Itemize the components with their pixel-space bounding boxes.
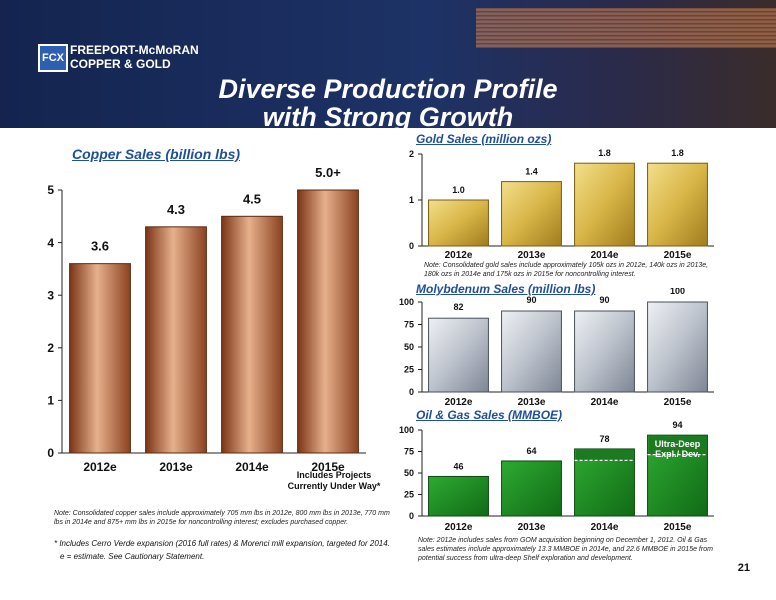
copper-category-label: 2015e xyxy=(311,460,345,474)
gold-data-label: 1.8 xyxy=(671,148,684,158)
company-name-line2: COPPER & GOLD xyxy=(70,57,171,71)
copper-2015-sublabel: Includes Projects Currently Under Way* xyxy=(287,470,381,491)
moly-bar xyxy=(574,310,635,393)
oilgas-chart-title: Oil & Gas Sales (MMBOE) xyxy=(416,408,563,422)
copper-data-label: 4.5 xyxy=(243,191,261,206)
moly-chart-title: Molybdenum Sales (million lbs) xyxy=(416,282,596,296)
page-title-line2: with Strong Growth xyxy=(262,102,514,132)
gold-category-label: 2013e xyxy=(518,250,546,261)
gold-category-label: 2012e xyxy=(445,250,473,261)
copper-note: Note: Consolidated copper sales include … xyxy=(54,510,390,526)
gold-chart: 0 1 2 1.0 2012e 1.4 2013e 1.8 2014e 1.8 2015e xyxy=(409,148,714,261)
oilgas-y-tick-label: 50 xyxy=(404,468,414,478)
oilgas-category-label: 2014e xyxy=(591,522,619,533)
oilgas-segment-label: Expl./ Dev. xyxy=(655,449,700,459)
moly-data-label: 90 xyxy=(599,295,609,305)
gold-note: Note: Consolidated gold sales include ap… xyxy=(424,262,709,278)
copper-bar xyxy=(221,215,283,454)
gold-data-label: 1.0 xyxy=(452,185,465,195)
copper-category-label: 2014e xyxy=(235,460,269,474)
gold-y-tick-label: 0 xyxy=(409,241,414,251)
oilgas-y-tick-label: 0 xyxy=(409,511,414,521)
copper-y-tick-label: 1 xyxy=(47,394,54,408)
moly-y-tick-label: 0 xyxy=(409,387,414,397)
page-number: 21 xyxy=(737,562,750,574)
gold-data-label: 1.4 xyxy=(525,167,538,177)
molybdenum-chart: 0 25 50 75 100 82 2012e 90 2013e 90 2014e 100 2015e xyxy=(399,288,714,408)
gold-category-label: 2015e xyxy=(664,250,692,261)
gold-y-tick-label: 2 xyxy=(409,149,414,159)
oilgas-bar xyxy=(501,460,562,517)
copper-y-tick-label: 4 xyxy=(47,236,54,250)
copper-chart: 0 1 2 3 4 5 3.6 2012e 4.3 2013e 4.5 2014e 5.0+ 2015e xyxy=(47,165,366,474)
moly-category-label: 2013e xyxy=(518,397,546,408)
copper-data-label: 3.6 xyxy=(91,239,109,254)
oilgas-ultradeep-segment xyxy=(575,449,634,461)
moly-category-label: 2015e xyxy=(664,397,692,408)
copper-bar xyxy=(145,226,207,454)
moly-category-label: 2012e xyxy=(445,397,473,408)
gold-bar xyxy=(428,199,489,247)
gold-data-label: 1.8 xyxy=(598,148,611,158)
oilgas-note: Note: 2012e includes sales from GOM acqu… xyxy=(418,537,713,562)
copper-category-label: 2013e xyxy=(159,460,193,474)
gold-chart-title: Gold Sales (million ozs) xyxy=(416,132,552,146)
footnote-star: * Includes Cerro Verde expansion (2016 f… xyxy=(54,539,390,548)
oilgas-y-tick-label: 25 xyxy=(404,490,414,500)
oilgas-category-label: 2015e xyxy=(664,522,692,533)
gold-category-label: 2014e xyxy=(591,250,619,261)
copper-chart-title: Copper Sales (billion lbs) xyxy=(72,146,241,162)
copper-data-label: 5.0+ xyxy=(315,165,341,180)
oilgas-data-label: 64 xyxy=(526,446,536,456)
moly-bar xyxy=(501,310,562,393)
moly-y-tick-label: 100 xyxy=(399,297,414,307)
gold-bar xyxy=(647,162,708,247)
moly-bar xyxy=(428,317,489,393)
copper-bar xyxy=(297,189,359,454)
gold-y-tick-label: 1 xyxy=(409,195,414,205)
oilgas-category-label: 2012e xyxy=(445,522,473,533)
moly-y-tick-label: 25 xyxy=(404,365,414,375)
copper-y-tick-label: 3 xyxy=(47,288,54,302)
moly-data-label: 100 xyxy=(670,288,685,296)
copper-y-tick-label: 5 xyxy=(47,183,54,197)
copper-category-label: 2012e xyxy=(83,460,117,474)
moly-bar xyxy=(647,301,708,393)
oilgas-y-tick-label: 100 xyxy=(399,425,414,435)
page-title-line1: Diverse Production Profile xyxy=(218,74,558,104)
oilgas-segment-label: Ultra-Deep xyxy=(655,439,701,449)
moly-data-label: 82 xyxy=(453,302,463,312)
oil-gas-chart: 0 25 50 75 100 46 2012e 64 2013e 78 2014e 94 2015e Ul… xyxy=(399,420,714,533)
oilgas-ultradeep-segment xyxy=(648,436,707,455)
copper-data-label: 4.3 xyxy=(167,202,185,217)
moly-y-tick-label: 50 xyxy=(404,342,414,352)
oilgas-data-label: 94 xyxy=(672,420,682,430)
copper-y-tick-label: 0 xyxy=(47,446,54,460)
page-title: Diverse Production Profile with Strong G… xyxy=(0,75,776,131)
company-name-line1: FREEPORT-McMoRAN xyxy=(70,43,199,57)
oilgas-data-label: 78 xyxy=(599,434,609,444)
copper-bar xyxy=(69,263,131,454)
gold-bar xyxy=(574,162,635,247)
oilgas-bar xyxy=(428,475,489,517)
moly-y-tick-label: 75 xyxy=(404,320,414,330)
moly-data-label: 90 xyxy=(526,295,536,305)
copper-y-tick-label: 2 xyxy=(47,341,54,355)
moly-category-label: 2014e xyxy=(591,397,619,408)
oilgas-category-label: 2013e xyxy=(518,522,546,533)
footnote-estimate: e = estimate. See Cautionary Statement. xyxy=(60,552,205,561)
company-logo-icon: FCX xyxy=(38,44,68,72)
copper-wire-graphic xyxy=(476,8,776,48)
oilgas-data-label: 46 xyxy=(453,461,463,471)
oilgas-y-tick-label: 75 xyxy=(404,447,414,457)
header-banner: FCX FREEPORT-McMoRAN COPPER & GOLD Diver… xyxy=(0,0,776,131)
gold-bar xyxy=(501,181,562,247)
company-name: FREEPORT-McMoRAN COPPER & GOLD xyxy=(70,43,199,71)
